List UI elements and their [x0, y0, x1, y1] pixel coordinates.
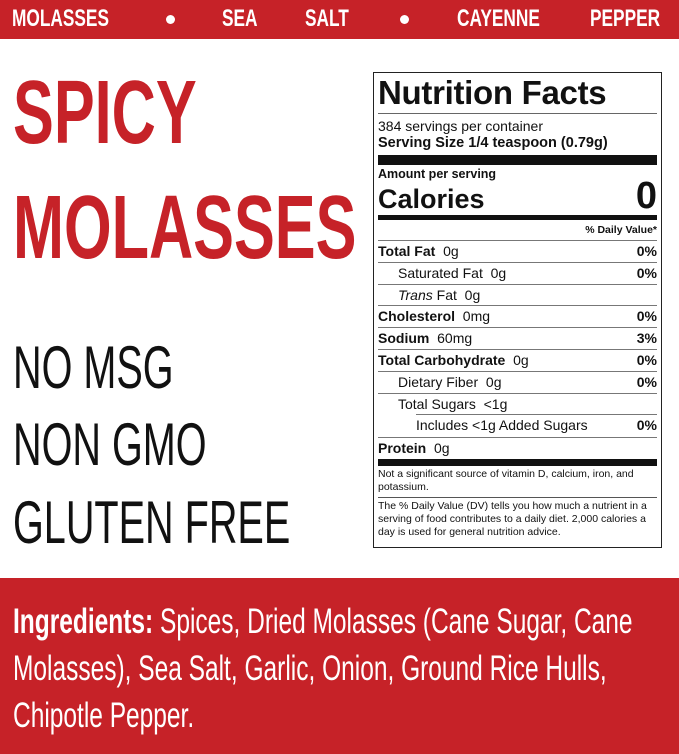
nutrient-amount: 0g — [485, 373, 502, 390]
nutrient-label: Saturated Fat — [398, 264, 483, 281]
nutrient-daily-value: 0% — [636, 243, 657, 259]
nutrient-row: Total Carbohydrate 0g 0% — [378, 348, 657, 371]
nutrient-amount: 0g — [490, 264, 507, 281]
product-name-line2: MOLASSES — [13, 178, 357, 278]
nutrient-row: Total Sugars <1g — [378, 392, 657, 415]
nutrient-row: Cholesterol 0mg 0% — [378, 305, 657, 327]
nutrient-name: Trans Fat 0g — [378, 285, 480, 306]
nutrient-row: Saturated Fat 0g 0% — [378, 261, 657, 284]
footnote-nutrients: Not a significant source of vitamin D, c… — [378, 467, 634, 493]
nutrient-amount: 0g — [464, 286, 481, 303]
servings-per-container: 384 servings per container — [378, 118, 543, 134]
nutrient-label: Protein — [378, 440, 427, 457]
serving-size: Serving Size 1/4 teaspoon (0.79g) — [378, 135, 657, 152]
nutrient-label: Cholesterol — [378, 308, 456, 325]
nutrient-name: Total Fat 0g — [378, 241, 459, 262]
nutrient-label: Sodium — [378, 330, 430, 347]
amount-per-serving: Amount per serving — [378, 167, 497, 181]
calories-row: Calories 0 — [378, 175, 657, 217]
nutrient-label: Dietary Fiber — [398, 373, 479, 390]
nutrient-row: Trans Fat 0g — [378, 283, 657, 306]
nutrient-row: Protein 0g — [378, 437, 657, 459]
claim-gluten-free: GLUTEN FREE — [13, 489, 291, 556]
footnote-daily-value: The % Daily Value (DV) tells you how muc… — [378, 496, 657, 539]
nutrient-daily-value: 3% — [636, 330, 657, 347]
top-banner: MOLASSES SEA SALT CAYENNE PEPPER — [0, 0, 679, 39]
nutrient-amount: 0g — [434, 440, 450, 457]
banner-word: MOLASSES — [12, 5, 109, 32]
divider — [378, 155, 657, 165]
serving-size-label: Serving Size — [378, 135, 465, 151]
nutrient-amount: 0g — [513, 351, 529, 368]
daily-value-header: % Daily Value* — [585, 224, 657, 236]
nutrient-label: Fat — [436, 286, 457, 303]
banner-word: PEPPER — [590, 5, 661, 32]
nutrition-title: Nutrition Facts — [378, 73, 657, 114]
nutrient-daily-value: 0% — [636, 351, 657, 368]
calories-value: 0 — [635, 175, 657, 217]
product-name-line1: SPICY — [13, 63, 197, 163]
banner-word: SALT — [305, 5, 349, 32]
bullet-dot-icon — [400, 15, 409, 24]
nutrient-name: Saturated Fat 0g — [378, 263, 506, 284]
nutrient-name: Dietary Fiber 0g — [378, 372, 502, 393]
ingredients-text: Ingredients: Spices, Dried Molasses (Can… — [13, 598, 664, 739]
nutrient-row: Dietary Fiber 0g 0% — [378, 370, 657, 393]
nutrient-name: Total Sugars <1g — [378, 394, 507, 415]
nutrient-daily-value: 0% — [636, 373, 657, 390]
nutrient-name: Total Carbohydrate 0g — [378, 350, 529, 371]
nutrient-name: Sodium 60mg — [378, 328, 472, 349]
ingredients-band: Ingredients: Spices, Dried Molasses (Can… — [0, 578, 679, 754]
nutrient-daily-value: 0% — [636, 308, 657, 325]
nutrient-amount: 60mg — [437, 330, 473, 347]
nutrient-amount: 0g — [443, 243, 459, 259]
divider — [378, 458, 657, 466]
calories-label: Calories — [378, 184, 485, 214]
nutrition-facts-panel: Nutrition Facts 384 servings per contain… — [373, 72, 662, 548]
ingredients-label: Ingredients: — [13, 602, 154, 641]
ingredients-list: Spices, Dried Molasses (Cane Sugar, Cane… — [13, 602, 633, 735]
bullet-dot-icon — [166, 15, 175, 24]
claim-non-gmo: NON GMO — [13, 411, 207, 478]
nutrient-name: Protein 0g — [378, 438, 450, 459]
nutrient-row: Includes <1g Added Sugars 0% — [416, 415, 657, 437]
claim-no-msg: NO MSG — [13, 334, 174, 401]
nutrient-daily-value: 0% — [636, 417, 657, 434]
nutrient-name: Includes <1g Added Sugars — [416, 415, 588, 436]
nutrient-row: Sodium 60mg 3% — [378, 327, 657, 349]
nutrient-label: Total Sugars — [398, 395, 476, 412]
nutrient-name: Cholesterol 0mg — [378, 306, 490, 327]
nutrient-name-italic: Trans — [398, 286, 433, 303]
nutrient-amount: 0mg — [462, 308, 491, 325]
divider — [378, 215, 657, 220]
nutrient-label: Includes <1g Added Sugars — [416, 417, 588, 434]
nutrient-amount: <1g — [483, 395, 508, 412]
nutrient-daily-value: 0% — [636, 264, 657, 281]
banner-word: CAYENNE — [457, 5, 540, 32]
nutrient-label: Total Carbohydrate — [378, 351, 506, 368]
serving-size-value: 1/4 teaspoon (0.79g) — [468, 135, 608, 151]
banner-word: SEA — [222, 5, 258, 32]
added-sugars-divider: Includes <1g Added Sugars 0% — [416, 414, 657, 437]
nutrient-label: Total Fat — [378, 243, 436, 259]
nutrient-row: Total Fat 0g 0% — [378, 240, 657, 262]
